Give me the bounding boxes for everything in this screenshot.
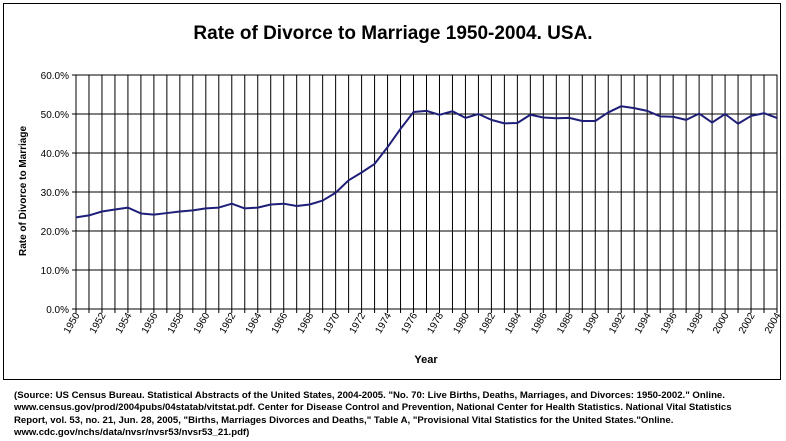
x-tick-label: 1960 (192, 311, 213, 336)
x-tick-label: 1980 (451, 311, 472, 336)
x-tick-label: 2002 (737, 311, 758, 336)
source-line: Report, vol. 53, no. 21, Jun. 28, 2005, … (14, 414, 674, 426)
source-note: (Source: US Census Bureau. Statistical A… (14, 390, 779, 439)
x-tick-label: 1970 (322, 311, 343, 336)
x-axis-title: Year (414, 354, 438, 366)
source-line: www.cdc.gov/nchs/data/nvsr/nvsr53/nvsr53… (14, 426, 250, 438)
x-tick-label: 1952 (88, 311, 109, 336)
x-tick-label: 1954 (114, 311, 135, 336)
x-tick-label: 1984 (503, 311, 524, 336)
y-tick-label: 50.0% (41, 110, 69, 121)
x-tick-label: 2004 (763, 311, 784, 336)
x-tick-label: 2000 (711, 311, 732, 336)
x-tick-label: 1986 (529, 311, 550, 336)
x-tick-label: 1994 (633, 311, 654, 336)
line-chart: Rate of Divorce to Marriage 1950-2004. U… (18, 23, 784, 366)
x-tick-label: 1990 (581, 311, 602, 336)
x-tick-label: 1982 (477, 311, 498, 336)
x-tick-label: 1974 (374, 311, 395, 336)
x-tick-label: 1968 (296, 311, 317, 336)
chart-title: Rate of Divorce to Marriage 1950-2004. U… (193, 23, 592, 44)
y-axis-title: Rate of Divorce to Marriage (18, 126, 29, 256)
source-line: (Source: US Census Bureau. Statistical A… (14, 390, 725, 401)
x-tick-label: 1972 (348, 311, 369, 336)
x-tick-label: 1998 (685, 311, 706, 336)
source-line: www.census.gov/prod/2004pubs/04statab/vi… (14, 402, 732, 414)
x-tick-label: 1956 (140, 311, 161, 336)
x-tick-label: 1976 (399, 311, 420, 336)
x-tick-label: 1962 (218, 311, 239, 336)
x-tick-label: 1966 (270, 311, 291, 336)
x-tick-label: 1996 (659, 311, 680, 336)
x-tick-label: 1958 (166, 311, 187, 336)
x-tick-label: 1978 (425, 311, 446, 336)
y-tick-label: 60.0% (41, 71, 69, 82)
y-tick-label: 0.0% (46, 305, 69, 316)
plot-area: 0.0%10.0%20.0%30.0%40.0%50.0%60.0%1950 19… (41, 71, 784, 336)
y-tick-label: 10.0% (41, 266, 69, 277)
x-tick-label: 1988 (555, 311, 576, 336)
x-tick-label: 1964 (244, 311, 265, 336)
y-tick-label: 30.0% (41, 188, 69, 199)
y-tick-label: 20.0% (41, 227, 69, 238)
x-tick-label: 1992 (607, 311, 628, 336)
y-tick-label: 40.0% (41, 149, 69, 160)
series-line (75, 105, 778, 219)
